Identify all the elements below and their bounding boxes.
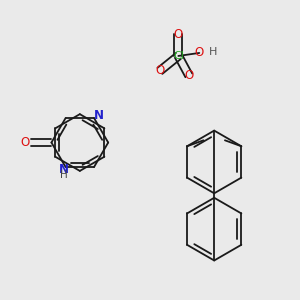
Text: N: N bbox=[59, 163, 69, 176]
Text: H: H bbox=[208, 47, 217, 57]
Text: N: N bbox=[94, 109, 104, 122]
Text: H: H bbox=[60, 170, 68, 181]
Text: O: O bbox=[184, 69, 194, 82]
Text: O: O bbox=[195, 46, 204, 59]
Text: O: O bbox=[155, 64, 164, 77]
Text: O: O bbox=[21, 136, 30, 149]
Text: O: O bbox=[174, 28, 183, 41]
Text: Cl: Cl bbox=[173, 51, 184, 61]
